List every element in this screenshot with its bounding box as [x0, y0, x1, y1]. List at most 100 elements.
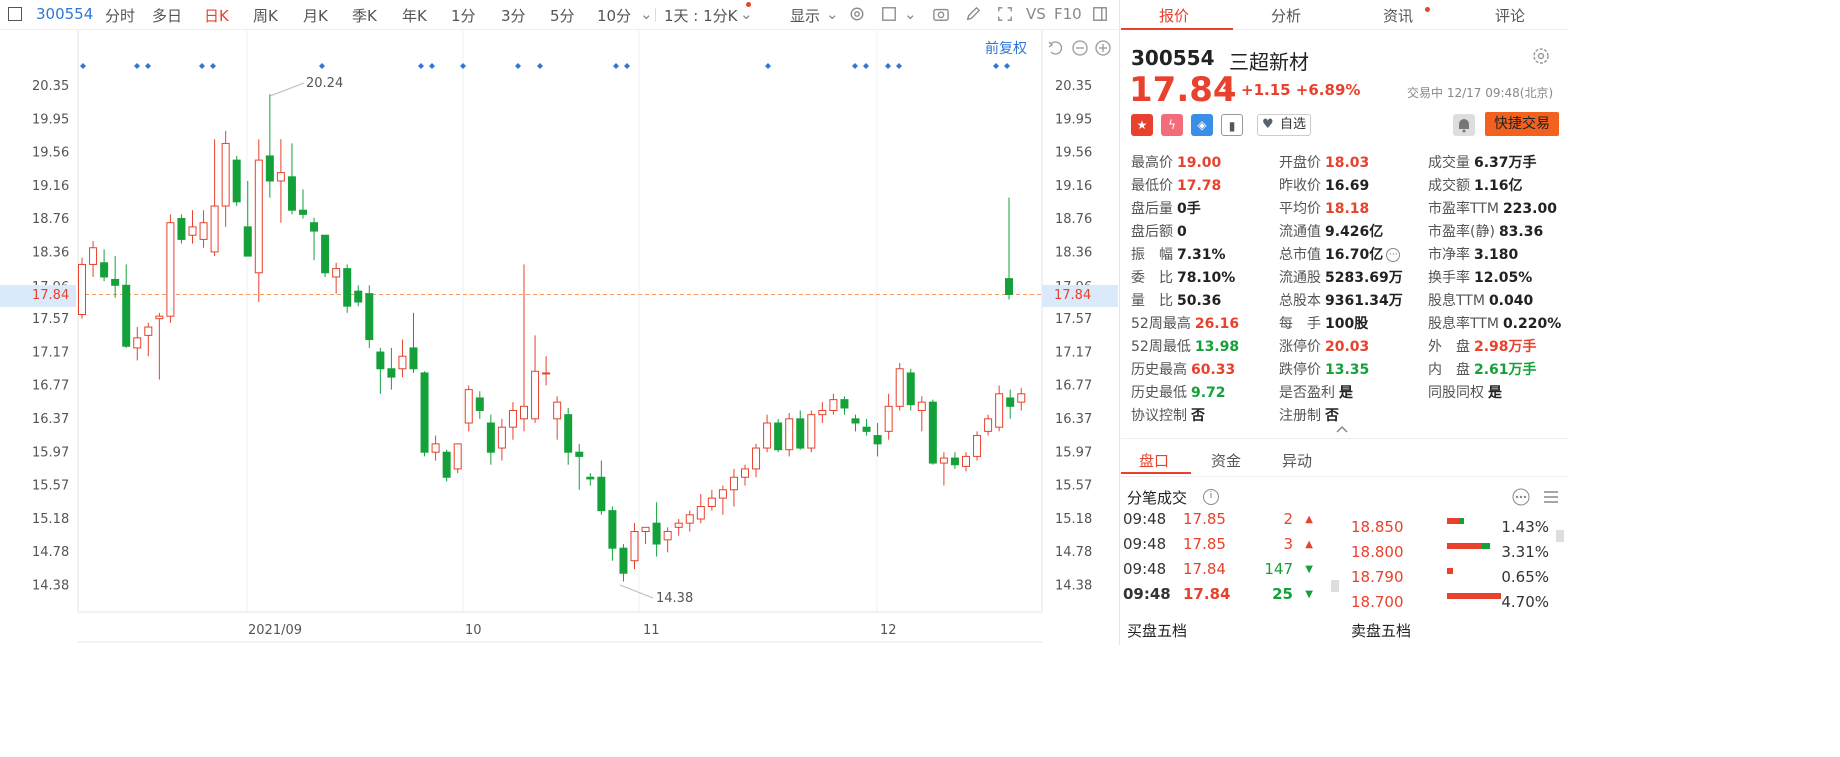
stat-item: 内 盘 2.61万手: [1428, 359, 1537, 379]
add-watchlist-button[interactable]: ♥ 自选: [1257, 114, 1311, 136]
gear-icon[interactable]: [1531, 46, 1551, 66]
stock-code-label[interactable]: 300554: [36, 5, 94, 23]
display-menu[interactable]: 显示: [790, 7, 821, 25]
stat-value: 20.03: [1325, 339, 1370, 355]
tab-3min[interactable]: 3分: [501, 7, 526, 25]
stat-value: 17.78: [1177, 178, 1222, 194]
tab-comments[interactable]: 评论: [1495, 7, 1526, 25]
candle-up: [741, 468, 749, 478]
tab-timeshare[interactable]: 分时: [105, 7, 136, 25]
candle-up: [166, 222, 175, 317]
date-label: 11: [643, 623, 660, 638]
event-diamond-icon: [460, 63, 466, 69]
checkbox-icon[interactable]: [880, 6, 898, 22]
stat-label: 同股同权: [1428, 385, 1484, 401]
date-label: 12: [880, 623, 897, 638]
stat-label: 52周最低: [1131, 339, 1191, 355]
price-tick-left: 18.36: [32, 246, 69, 261]
chevron-down-icon[interactable]: ⌄: [904, 5, 917, 23]
tab-news[interactable]: 资讯: [1383, 7, 1414, 25]
pencil-icon[interactable]: [964, 6, 982, 22]
candle-down: [265, 155, 274, 182]
info-icon[interactable]: i: [1203, 489, 1219, 505]
candle-down: [840, 399, 849, 409]
undo-icon[interactable]: [1048, 41, 1063, 55]
watchlist-label: 自选: [1280, 117, 1307, 132]
tab-unusual[interactable]: 异动: [1282, 452, 1313, 470]
stat-label: 外 盘: [1428, 339, 1470, 355]
tab-multiday[interactable]: 多日: [152, 7, 183, 25]
compare-button[interactable]: VS: [1026, 5, 1046, 23]
panel-toggle-icon[interactable]: [1091, 6, 1109, 22]
active-tab-underline: [1121, 472, 1191, 474]
tab-weekly-k[interactable]: 周K: [253, 7, 278, 25]
stat-value: 6.37万手: [1474, 155, 1537, 171]
tab-daily-k[interactable]: 日K: [204, 7, 229, 25]
event-diamond-icon: [210, 63, 216, 69]
price-tick-left: 14.78: [32, 545, 69, 560]
bookmark-icon[interactable]: ▮: [1221, 114, 1243, 136]
tab-analysis[interactable]: 分析: [1271, 7, 1302, 25]
more-icon[interactable]: [1511, 487, 1531, 507]
bell-icon[interactable]: [1453, 114, 1475, 136]
adjust-mode-label[interactable]: 前复权: [985, 41, 1027, 57]
stat-label: 市净率: [1428, 247, 1470, 263]
tab-1min[interactable]: 1分: [451, 7, 476, 25]
current-price-tag-right: 17.84: [1042, 285, 1118, 307]
triangle-up-icon: ▲: [1305, 539, 1313, 550]
price-tick-left: 19.95: [32, 112, 69, 127]
tag-icon[interactable]: ◈: [1191, 114, 1213, 136]
stat-label: 内 盘: [1428, 362, 1470, 378]
candle-down: [575, 451, 584, 457]
sidebar-toggle-icon[interactable]: [8, 7, 22, 21]
stat-value: 13.98: [1194, 339, 1240, 355]
last-price: 17.84: [1129, 70, 1237, 110]
china-flag-icon[interactable]: ★: [1131, 114, 1153, 136]
chevron-down-icon[interactable]: ⌄: [740, 5, 753, 23]
candle-down: [652, 522, 661, 545]
candle-up: [431, 443, 440, 453]
bolt-icon[interactable]: ϟ: [1161, 114, 1183, 136]
candle-up: [453, 443, 462, 470]
tab-10min[interactable]: 10分: [597, 7, 632, 25]
candle-up: [973, 435, 982, 457]
price-level-row: 18.800 3.31%: [1351, 543, 1561, 567]
candle-down: [774, 422, 783, 451]
tab-quarterly-k[interactable]: 季K: [352, 7, 377, 25]
high-annotation-leader: [269, 82, 305, 97]
zoom-in-icon[interactable]: [1095, 40, 1111, 56]
tab-order-book[interactable]: 盘口: [1139, 452, 1170, 470]
tab-5min[interactable]: 5分: [550, 7, 575, 25]
tab-yearly-k[interactable]: 年K: [402, 7, 427, 25]
scrollbar-thumb[interactable]: [1556, 530, 1564, 542]
camera-icon[interactable]: [932, 6, 950, 22]
settings-gear-icon[interactable]: [848, 6, 866, 22]
price-tick-left: 15.57: [32, 479, 69, 494]
stat-value: 0手: [1177, 201, 1201, 217]
stat-label: 成交量: [1428, 155, 1470, 171]
price-tick-right: 15.97: [1055, 445, 1092, 460]
quote-tabs: 报价 分析 资讯 评论: [1121, 0, 1568, 30]
level-percent: 1.43%: [1501, 518, 1549, 536]
chevron-down-icon[interactable]: ⌄: [640, 5, 653, 23]
tab-monthly-k[interactable]: 月K: [303, 7, 328, 25]
stat-value: 是: [1488, 385, 1502, 401]
f10-button[interactable]: F10: [1054, 5, 1082, 23]
stat-item: 最高价 19.00: [1131, 152, 1221, 172]
list-icon[interactable]: [1541, 487, 1561, 507]
quick-trade-button[interactable]: 快捷交易: [1485, 112, 1559, 136]
candlestick-chart[interactable]: 20.35 20.35 19.95 19.95 19.56 19.56 19.16 19.16…: [0, 30, 1120, 645]
tab-fund-flow[interactable]: 资金: [1211, 452, 1242, 470]
stat-item: 每 手 100股: [1279, 313, 1368, 333]
collapse-chevron-icon[interactable]: [1335, 424, 1349, 434]
fullscreen-icon[interactable]: [996, 6, 1014, 22]
candle-up: [254, 159, 263, 274]
range-select[interactable]: 1天 : 1分K: [664, 7, 738, 25]
candle-down: [243, 226, 252, 257]
chevron-down-icon[interactable]: ⌄: [826, 5, 839, 23]
zoom-out-icon[interactable]: [1072, 40, 1088, 56]
candle-up: [221, 142, 230, 207]
scrollbar-thumb[interactable]: [1331, 580, 1339, 592]
tab-quote[interactable]: 报价: [1159, 7, 1190, 25]
more-info-icon[interactable]: ···: [1386, 248, 1401, 262]
